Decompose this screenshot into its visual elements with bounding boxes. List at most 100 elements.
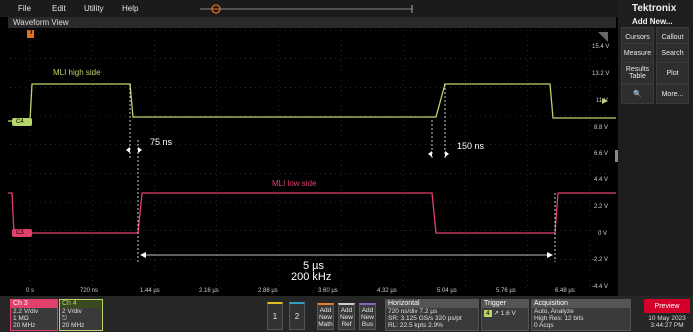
brand-logo: Tektronix xyxy=(632,3,677,14)
trigger-level: 1.6 V xyxy=(500,310,516,317)
ch4-settings-badge[interactable]: Ch 4 2 V/div ⎋ 20 MHz xyxy=(59,299,103,331)
add-math-label-2: New xyxy=(318,314,332,321)
add-bus-label-2: New xyxy=(360,314,374,321)
expand-icon xyxy=(598,32,608,42)
horizontal-position-slider[interactable] xyxy=(200,3,415,15)
acquisition-mode: Auto, Analyze xyxy=(534,308,574,315)
time: 3:44:27 PM xyxy=(650,322,684,329)
x-label: 5.04 µs xyxy=(437,288,457,294)
x-label: 4.32 µs xyxy=(377,288,397,294)
ch3-badge-label: C3 xyxy=(16,230,24,236)
trigger-label: Trigger xyxy=(482,300,528,308)
more-button[interactable]: More... xyxy=(656,84,689,104)
y-label: 15.4 V xyxy=(592,44,610,50)
x-label: 2.16 µs xyxy=(199,288,219,294)
plot-button[interactable]: Plot xyxy=(656,62,689,84)
ch3-impedance: 1 MΩ xyxy=(13,315,29,322)
add-math-label-3: Math xyxy=(318,321,333,328)
add-ref-button[interactable]: Add New Ref xyxy=(338,303,355,330)
add-ref-label-1: Add xyxy=(340,307,353,314)
add-bus-label-1: Add xyxy=(361,307,374,314)
waveform-svg xyxy=(8,29,618,289)
y-label: 2.2 V xyxy=(594,204,609,210)
x-label: 6.48 µs xyxy=(555,288,575,294)
horizontal-sample-rate: SR: 3.125 GS/s 320 ps/pt xyxy=(388,315,462,322)
y-label: -2.2 V xyxy=(592,257,609,263)
period-label: 5 µs xyxy=(303,260,325,272)
trigger-slope-icon: ↗ xyxy=(493,310,499,317)
dead-time-150-label: 150 ns xyxy=(457,141,485,151)
ch4-bandwidth: 20 MHz xyxy=(62,322,85,329)
arrow-75-right xyxy=(138,147,142,153)
x-label: 0 s xyxy=(26,288,35,294)
menu-edit[interactable]: Edit xyxy=(52,4,66,13)
preview-button[interactable]: Preview xyxy=(644,299,690,313)
add-math-button[interactable]: Add New Math xyxy=(317,303,334,330)
ch4-trace xyxy=(8,83,616,122)
zoom-button[interactable]: 🔍 xyxy=(621,84,654,104)
date: 10 May 2023 xyxy=(648,315,686,322)
grid xyxy=(10,29,610,289)
arrow-75-left xyxy=(126,147,130,153)
y-label: 11 V xyxy=(596,98,608,104)
horizontal-scale: 720 ns/div 7.2 µs xyxy=(388,308,438,315)
results-table-button[interactable]: Results Table xyxy=(621,62,654,84)
y-label: 6.6 V xyxy=(594,151,609,157)
zoom-icon: 🔍 xyxy=(633,90,642,98)
arrow-150-right xyxy=(445,151,449,157)
date-time-display: 10 May 2023 3:44:27 PM xyxy=(644,315,690,329)
y-label: 13.2 V xyxy=(592,71,610,77)
horizontal-settings-badge[interactable]: Horizontal 720 ns/div 7.2 µs SR: 3.125 G… xyxy=(385,299,479,331)
trigger-settings-badge[interactable]: Trigger 4 ↗ 1.6 V xyxy=(481,299,529,331)
ch3-label: Ch 3 xyxy=(11,300,57,308)
y-label: 8.8 V xyxy=(594,125,609,131)
ch4-badge xyxy=(12,118,32,126)
channel-2-button[interactable]: 2 xyxy=(289,302,305,330)
y-label: 4.4 V xyxy=(594,177,609,183)
trigger-marker-label: T xyxy=(29,29,34,36)
add-bus-button[interactable]: Add New Bus xyxy=(359,303,376,330)
ch4-vdiv: 2 V/div xyxy=(62,308,82,315)
menu-utility[interactable]: Utility xyxy=(84,4,104,13)
x-label: 3.60 µs xyxy=(318,288,338,294)
add-bus-label-3: Bus xyxy=(361,321,374,328)
horizontal-record-length: RL: 22.5 kpts 2.9% xyxy=(388,322,443,329)
ch3-vdiv: 2.2 V/div xyxy=(13,308,39,315)
period-arrow-right xyxy=(547,252,553,258)
ch4-label: Ch 4 xyxy=(60,300,102,308)
trigger-position-marker xyxy=(27,30,34,38)
ch3-settings-badge[interactable]: Ch 3 2.2 V/div 1 MΩ 20 MHz xyxy=(10,299,58,331)
high-side-label: MLI high side xyxy=(53,68,101,77)
acquisition-resolution: High Res: 12 bits xyxy=(534,315,584,322)
trigger-level-marker xyxy=(602,98,608,104)
acquisition-label: Acquisition xyxy=(532,300,630,308)
add-ref-label-3: Ref xyxy=(341,321,352,328)
panel-resize-handle xyxy=(615,150,618,162)
ch4-probe-icon: ⎋ xyxy=(62,315,68,322)
frequency-label: 200 kHz xyxy=(291,271,332,283)
horizontal-label: Horizontal xyxy=(386,300,478,308)
x-label: 5.76 µs xyxy=(496,288,516,294)
acquisition-settings-badge[interactable]: Acquisition Auto, Analyze High Res: 12 b… xyxy=(531,299,631,331)
ch3-bandwidth: 20 MHz xyxy=(13,322,36,329)
ch3-trace xyxy=(8,192,616,234)
arrow-150-left xyxy=(428,151,432,157)
y-label: 0 V xyxy=(598,231,608,237)
x-label: 720 ns xyxy=(80,288,99,294)
add-ref-label-2: New xyxy=(339,314,353,321)
dead-time-75-label: 75 ns xyxy=(150,137,173,147)
x-label: 1.44 µs xyxy=(140,288,160,294)
ch3-badge xyxy=(12,229,32,237)
add-math-label-1: Add xyxy=(319,307,332,314)
waveform-plot[interactable] xyxy=(8,28,616,296)
add-new-title: Add New... xyxy=(632,17,673,26)
period-arrow-left xyxy=(140,252,146,258)
waveform-title: Waveform View xyxy=(13,18,69,27)
y-label: -4.4 V xyxy=(592,284,609,290)
menu-file[interactable]: File xyxy=(18,4,31,13)
trigger-channel: 4 xyxy=(484,310,492,317)
menu-help[interactable]: Help xyxy=(122,4,139,13)
channel-1-button[interactable]: 1 xyxy=(267,302,283,330)
x-label: 2.88 µs xyxy=(258,288,278,294)
acquisition-count: 0 Acqs xyxy=(534,322,554,329)
